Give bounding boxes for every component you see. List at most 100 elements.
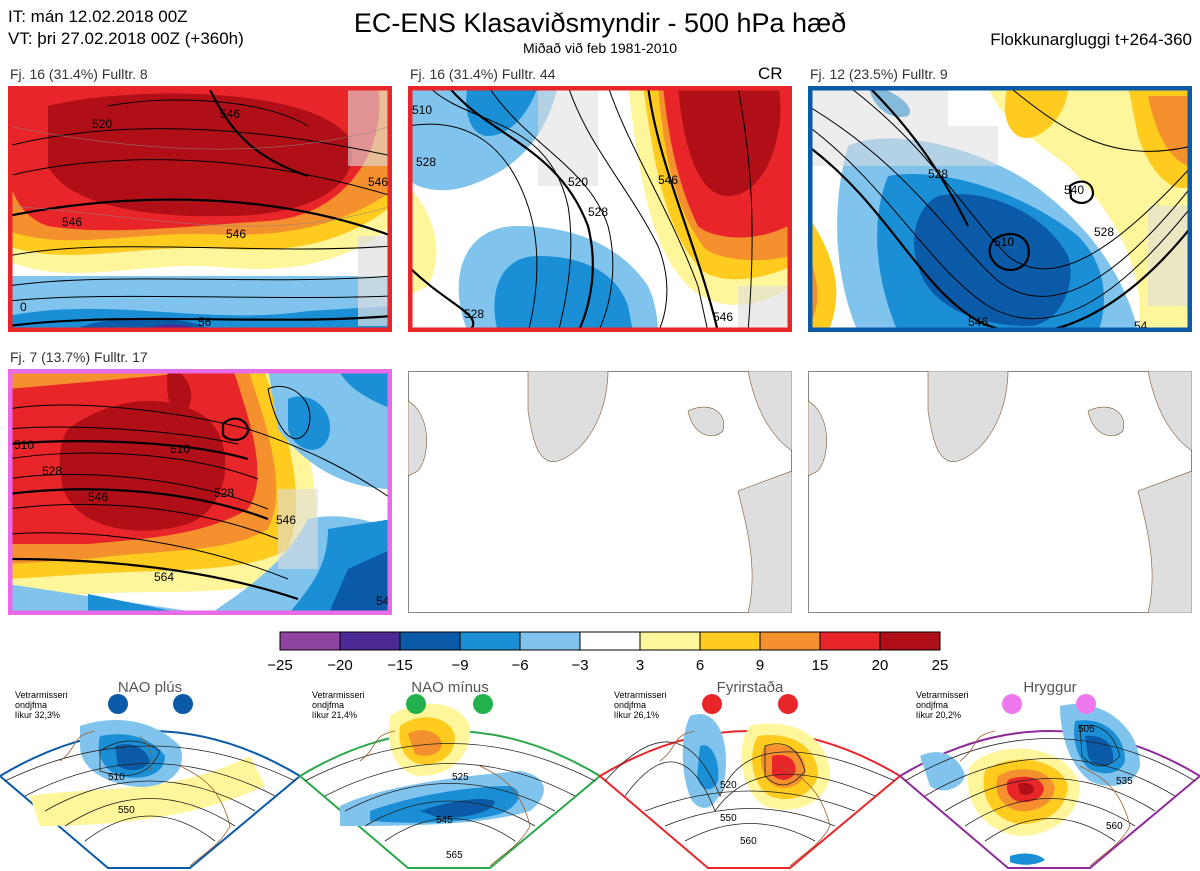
- contour-label: 564: [154, 570, 174, 584]
- colorbar-tick-label: 6: [696, 657, 704, 674]
- regime-note: líkur 20,2%: [916, 710, 961, 720]
- regime-contour-label: 560: [740, 836, 757, 847]
- colorbar-tick-label: 25: [932, 657, 949, 674]
- regime-note: ondjfma: [312, 700, 344, 710]
- contour-label: 0: [20, 300, 27, 314]
- regime-marker: [473, 694, 493, 714]
- colorbar: −25 −20 −15 −9 −6 −3 3 6 9 15 20 25: [267, 631, 949, 674]
- regime-contour-label: 550: [720, 813, 737, 824]
- regime-note: ondjfma: [916, 700, 948, 710]
- colorbar-swatch: [399, 631, 461, 651]
- regimes: 510 550 NAO plús Vetrarmisseri ondjfma l…: [0, 679, 1200, 869]
- empty-map-6: [808, 371, 1192, 613]
- contour-label: 520: [92, 117, 112, 131]
- regime-title: Fyrirstaða: [717, 679, 784, 696]
- regime-marker: [778, 694, 798, 714]
- contour-label: 546: [220, 107, 240, 121]
- regime-contour-label: 510: [108, 772, 125, 783]
- contour-label: 56: [198, 315, 212, 329]
- regime-marker: [406, 694, 426, 714]
- contour-label: 528: [588, 205, 608, 219]
- contour-label: 546: [62, 215, 82, 229]
- regime-nao-plus: 510 550 NAO plús Vetrarmisseri ondjfma l…: [0, 679, 302, 869]
- contour-label: 510: [170, 442, 190, 456]
- colorbar-tick-label: −9: [451, 657, 468, 674]
- cluster-map-1: 546 546 546 520 546 0 56: [8, 86, 392, 332]
- contour-label: 528: [42, 464, 62, 478]
- valid-time: VT: þri 27.02.2018 00Z (+360h): [8, 29, 244, 48]
- colorbar-tick-label: −3: [571, 657, 588, 674]
- contour-label: 546: [658, 173, 678, 187]
- regime-marker: [702, 694, 722, 714]
- empty-map-5: [408, 371, 792, 613]
- colorbar-tick-label: −25: [267, 657, 292, 674]
- contour-label: 54: [376, 594, 390, 608]
- colorbar-swatch: [279, 631, 341, 651]
- regime-title: NAO plús: [118, 679, 182, 696]
- colorbar-tick-label: 9: [756, 657, 764, 674]
- contour-label: 546: [368, 175, 388, 189]
- initial-time: IT: mán 12.02.2018 00Z: [8, 7, 188, 26]
- panel-2-label: Fj. 16 (31.4%) Fulltr. 44: [410, 66, 556, 82]
- colorbar-swatch: [879, 631, 941, 651]
- contour-label: 510: [14, 438, 34, 452]
- regime-contour-label: 505: [1078, 724, 1095, 735]
- regime-marker: [108, 694, 128, 714]
- contour-label: 528: [1094, 225, 1114, 239]
- regime-note: líkur 32,3%: [15, 710, 60, 720]
- contour-label: 528: [928, 167, 948, 181]
- colorbar-swatch: [819, 631, 881, 651]
- regime-note: ondjfma: [614, 700, 646, 710]
- regime-marker: [1076, 694, 1096, 714]
- regime-nao-minus: 525 545 565 NAO mínus Vetrarmisseri ondj…: [298, 679, 602, 869]
- regime-note: ondjfma: [15, 700, 47, 710]
- contour-label: 540: [1064, 183, 1084, 197]
- contour-label: 546: [88, 490, 108, 504]
- regime-marker: [1002, 694, 1022, 714]
- regime-hryggur: 505 535 560 Hryggur Vetrarmisseri ondjfm…: [898, 679, 1200, 869]
- colorbar-tick-label: 3: [636, 657, 644, 674]
- colorbar-tick-label: −6: [511, 657, 528, 674]
- colorbar-tick-label: −15: [387, 657, 412, 674]
- panel-4-label: Fj. 7 (13.7%) Fulltr. 17: [10, 349, 148, 365]
- contour-label: 528: [464, 307, 484, 321]
- regime-contour-label: 535: [1116, 776, 1133, 787]
- regime-note: Vetrarmisseri: [614, 690, 667, 700]
- regime-note: Vetrarmisseri: [312, 690, 365, 700]
- regime-note: Vetrarmisseri: [916, 690, 969, 700]
- classification-window: Flokkunargluggi t+264-360: [990, 30, 1192, 49]
- contour-label: 520: [568, 175, 588, 189]
- colorbar-swatch: [459, 631, 521, 651]
- regime-note: líkur 21,4%: [312, 710, 357, 720]
- regime-fyrirstada: 520 550 560 Fyrirstaða Vetrarmisseri ond…: [598, 679, 902, 869]
- regime-contour-label: 550: [118, 805, 135, 816]
- colorbar-tick-label: 15: [812, 657, 829, 674]
- regime-note: líkur 26,1%: [614, 710, 659, 720]
- colorbar-swatch: [759, 631, 821, 651]
- contour-label: 546: [713, 310, 733, 324]
- contour-label: 546: [276, 513, 296, 527]
- panel-3-label: Fj. 12 (23.5%) Fulltr. 9: [810, 66, 948, 82]
- contour-label: 546: [968, 315, 988, 329]
- panel-1-label: Fj. 16 (31.4%) Fulltr. 8: [10, 66, 148, 82]
- contour-label: 546: [226, 227, 246, 241]
- page-subtitle: Miðað við feb 1981-2010: [522, 40, 678, 56]
- contour-label: 510: [994, 235, 1014, 249]
- page-title: EC-ENS Klasaviðsmyndir - 500 hPa hæð: [353, 8, 847, 38]
- regime-contour-label: 565: [446, 850, 463, 861]
- cluster-map-2: 510 528 546 520 528 546 528: [408, 86, 792, 332]
- regime-contour-label: 545: [436, 815, 453, 826]
- regime-contour-label: 520: [720, 780, 737, 791]
- header-info: IT: mán 12.02.2018 00Z VT: þri 27.02.201…: [8, 6, 244, 50]
- cluster-map-3: 528 510 528 546 540 54: [808, 86, 1192, 332]
- cluster-map-4: 510 528 546 510 528 546 564 54: [8, 369, 392, 615]
- regime-note: Vetrarmisseri: [15, 690, 68, 700]
- panel-2-cr: CR: [758, 64, 783, 83]
- colorbar-swatch: [639, 631, 701, 651]
- colorbar-swatch: [339, 631, 401, 651]
- regime-title: NAO mínus: [411, 679, 489, 696]
- regime-contour-label: 525: [452, 772, 469, 783]
- contour-label: 54: [1134, 319, 1148, 332]
- regime-contour-label: 560: [1106, 821, 1123, 832]
- colorbar-swatch: [699, 631, 761, 651]
